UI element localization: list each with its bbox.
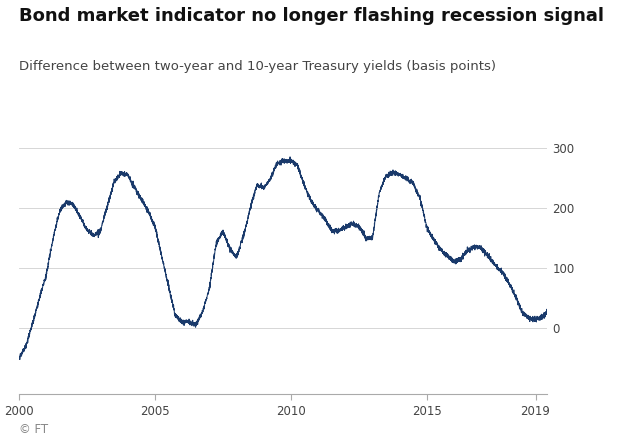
Text: Difference between two-year and 10-year Treasury yields (basis points): Difference between two-year and 10-year … — [19, 60, 496, 73]
Text: © FT: © FT — [19, 424, 48, 436]
Text: Bond market indicator no longer flashing recession signal: Bond market indicator no longer flashing… — [19, 7, 604, 25]
